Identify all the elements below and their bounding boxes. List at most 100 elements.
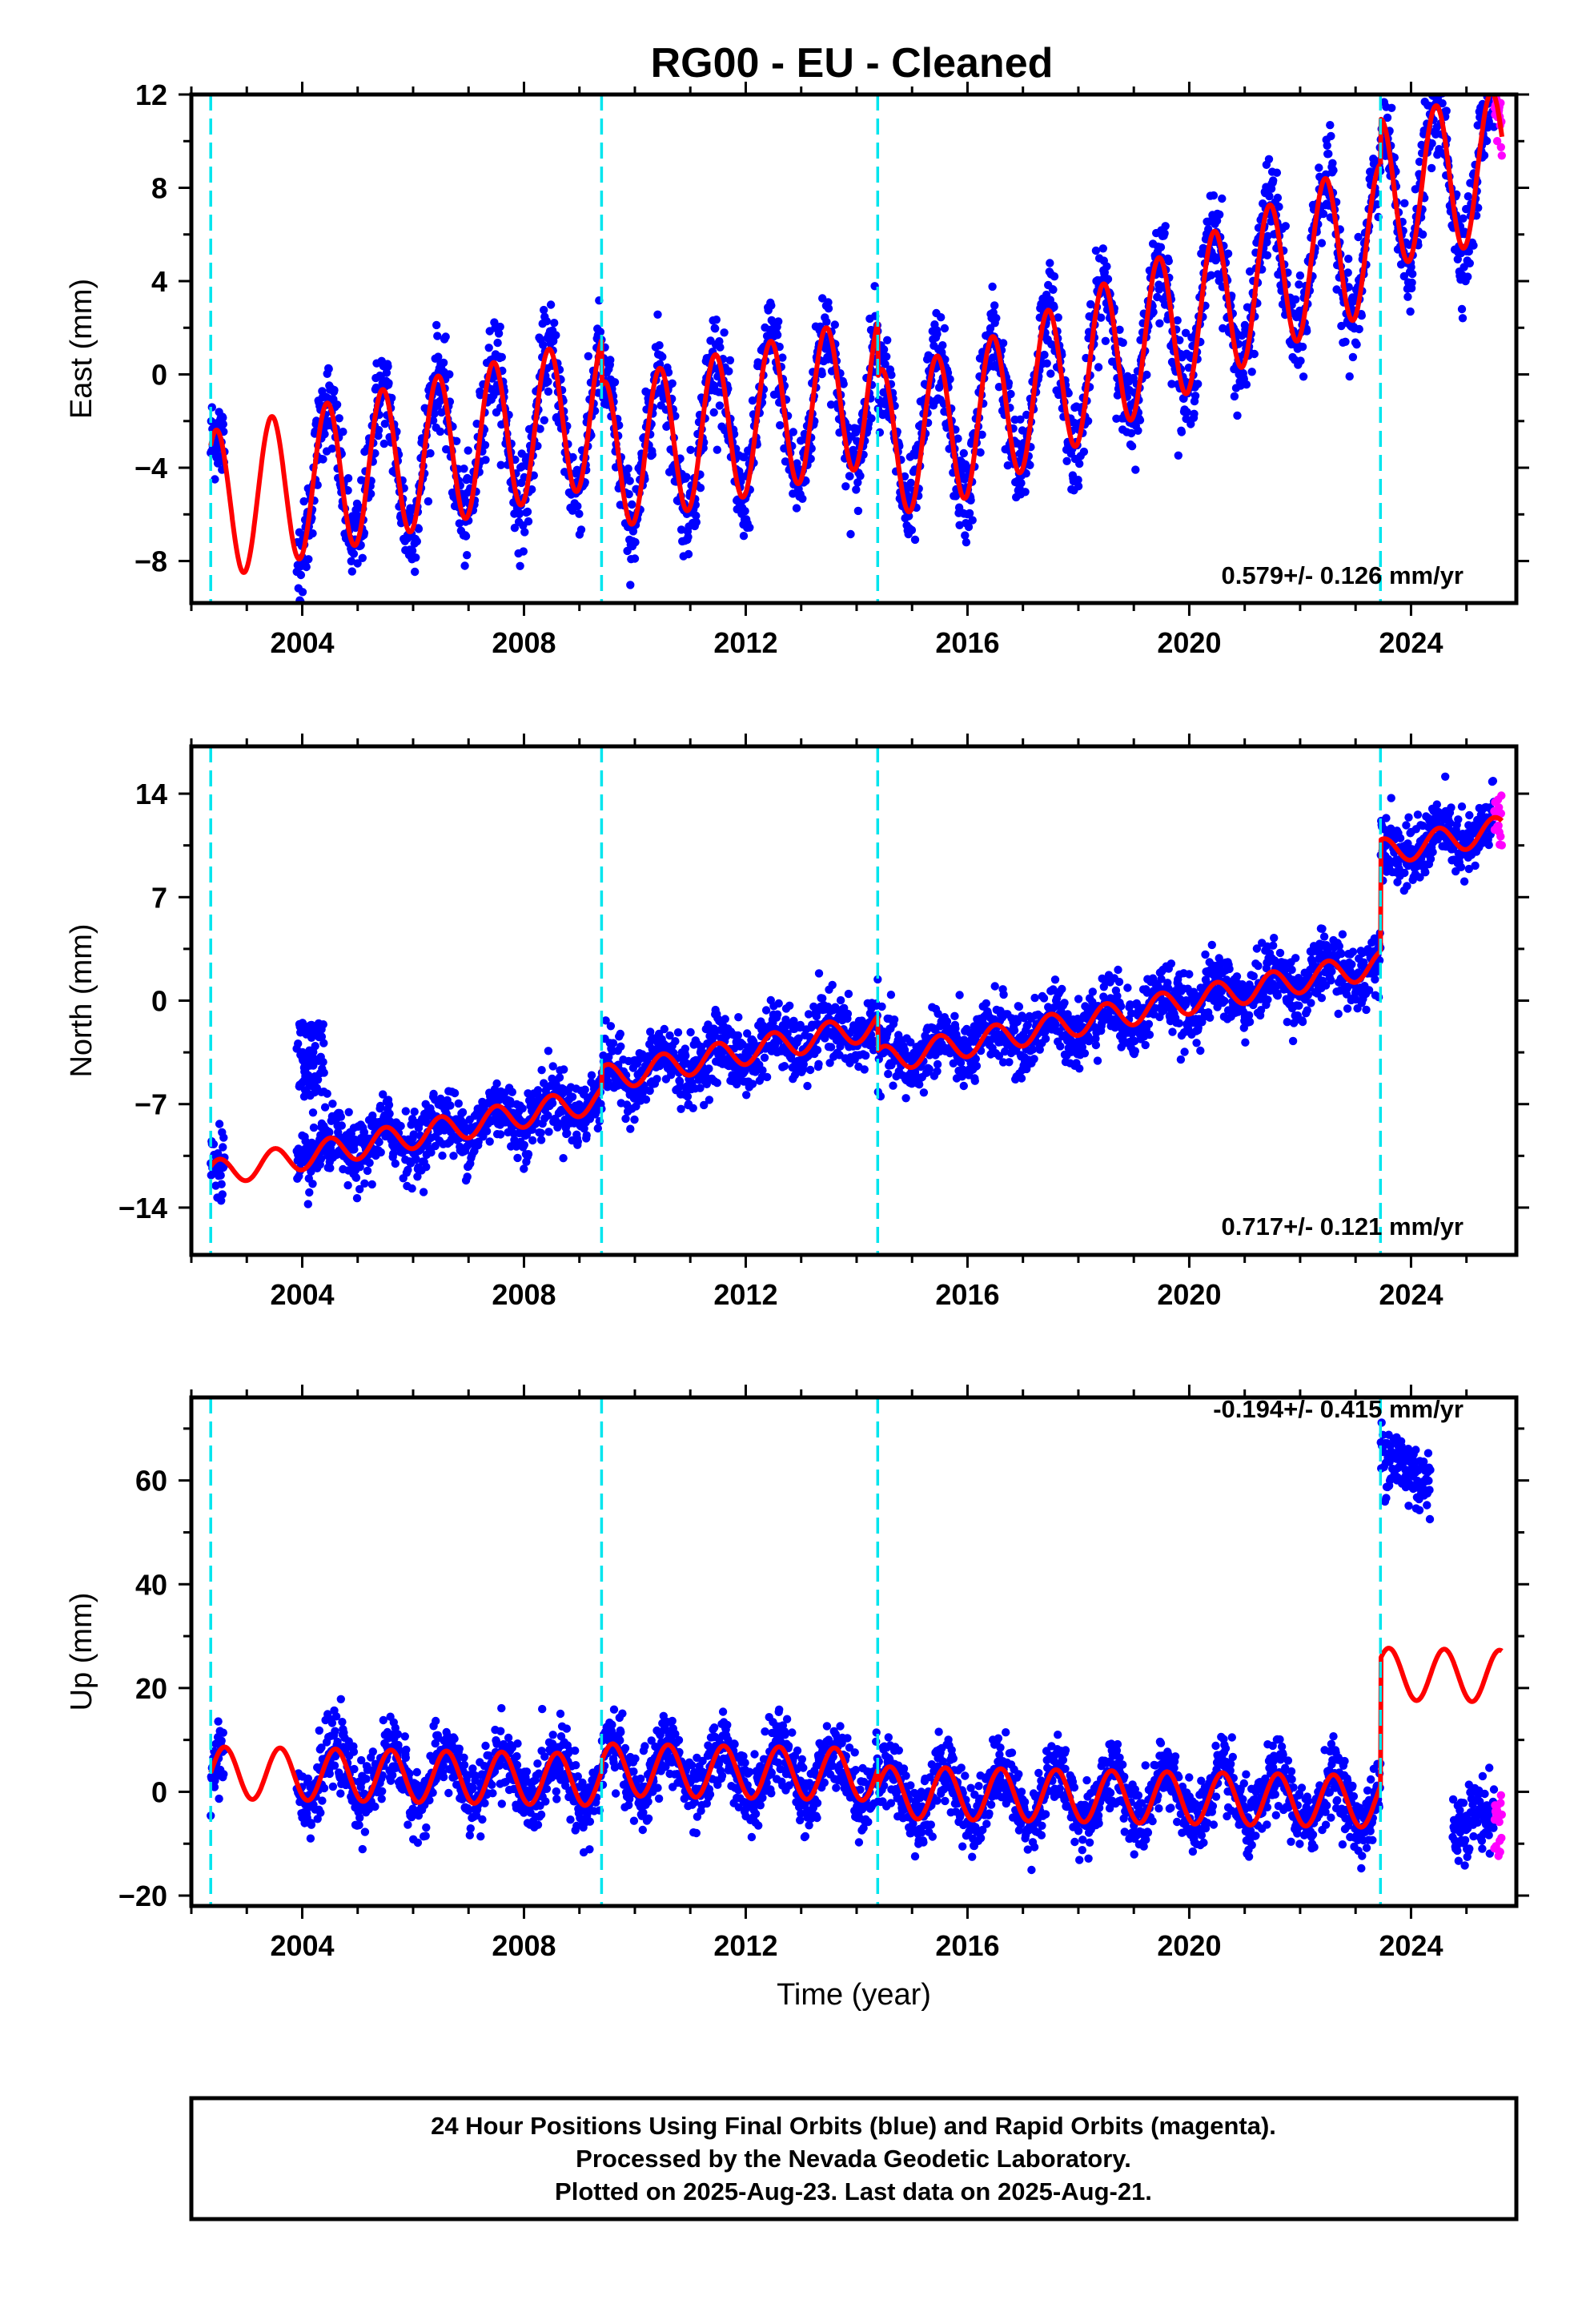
final-orbit-point — [696, 484, 705, 493]
y-axis-title: East (mm) — [65, 279, 98, 419]
final-orbit-point — [1303, 327, 1311, 336]
final-orbit-point — [773, 1010, 782, 1019]
final-orbit-point — [596, 328, 605, 336]
final-orbit-point — [664, 368, 673, 377]
final-orbit-point — [1215, 210, 1224, 219]
final-orbit-point — [522, 452, 532, 461]
final-orbit-point — [313, 480, 322, 489]
final-orbit-point — [905, 512, 913, 521]
final-orbit-point — [584, 352, 592, 360]
final-orbit-point — [1328, 159, 1337, 167]
final-orbit-point — [950, 1011, 959, 1021]
x-tick-label: 2012 — [713, 626, 777, 659]
final-orbit-point — [580, 1085, 589, 1094]
final-orbit-point — [544, 1047, 553, 1055]
final-orbit-point — [606, 356, 615, 364]
final-orbit-point — [304, 555, 313, 564]
final-orbit-point — [725, 367, 733, 376]
final-orbit-point — [515, 509, 524, 518]
final-orbit-point — [438, 1151, 447, 1160]
final-orbit-point — [780, 1062, 789, 1071]
final-orbit-point — [1131, 465, 1140, 474]
final-orbit-point — [336, 1112, 345, 1121]
final-orbit-point — [734, 1013, 743, 1022]
final-orbit-point — [305, 1188, 314, 1197]
final-orbit-point — [733, 1031, 742, 1040]
final-orbit-point — [343, 1180, 352, 1190]
final-orbit-point — [1074, 476, 1082, 485]
final-orbit-point — [302, 562, 311, 572]
final-orbit-point — [1204, 225, 1213, 234]
final-orbit-point — [1431, 66, 1439, 74]
final-orbit-point — [332, 400, 342, 409]
final-orbit-point — [1006, 389, 1015, 399]
final-orbit-point — [481, 456, 490, 464]
final-orbit-point — [320, 1103, 330, 1112]
final-orbit-point — [367, 1180, 376, 1189]
final-orbit-point — [1465, 259, 1475, 267]
final-orbit-point — [628, 500, 636, 509]
final-orbit-point — [1407, 263, 1415, 271]
final-orbit-point — [856, 472, 865, 480]
final-orbit-point — [884, 1069, 893, 1079]
final-orbit-point — [1378, 46, 1386, 54]
final-orbit-point — [1101, 336, 1110, 345]
final-orbit-point — [951, 492, 961, 501]
final-orbit-point — [1050, 272, 1059, 281]
final-orbit-point — [824, 298, 833, 307]
final-orbit-point — [1298, 342, 1307, 352]
final-orbit-point — [454, 1099, 463, 1108]
final-orbit-point — [496, 322, 504, 332]
final-orbit-point — [294, 616, 302, 624]
final-orbit-point — [1315, 163, 1323, 172]
final-orbit-point — [344, 1108, 353, 1117]
final-orbit-point — [1427, 163, 1436, 173]
final-orbit-point — [401, 1107, 410, 1116]
final-orbit-point — [1281, 222, 1291, 231]
final-orbit-point — [1264, 155, 1274, 163]
final-orbit-point — [568, 1092, 577, 1101]
final-orbit-point — [1242, 380, 1251, 389]
final-orbit-point — [1400, 199, 1409, 207]
final-orbit-point — [817, 369, 826, 379]
final-orbit-point — [299, 497, 308, 506]
final-orbit-point — [711, 324, 720, 333]
final-orbit-point — [1272, 168, 1282, 177]
y-tick-label: 12 — [135, 78, 167, 111]
final-orbit-point — [460, 561, 469, 570]
final-orbit-point — [352, 1194, 362, 1203]
final-orbit-point — [778, 353, 787, 362]
final-orbit-point — [938, 341, 947, 350]
final-orbit-point — [1026, 460, 1034, 469]
final-orbit-point — [408, 546, 417, 555]
final-orbit-point — [673, 1028, 683, 1037]
final-orbit-point — [1344, 255, 1353, 263]
final-orbit-point — [684, 549, 693, 559]
final-orbit-point — [308, 529, 317, 538]
final-orbit-point — [901, 1094, 910, 1103]
final-orbit-point — [410, 1108, 419, 1116]
final-orbit-point — [641, 1095, 651, 1104]
final-orbit-point — [849, 445, 857, 455]
final-orbit-point — [219, 420, 227, 428]
final-orbit-point — [1030, 1055, 1038, 1063]
final-orbit-point — [1062, 456, 1071, 465]
final-orbit-point — [1186, 420, 1195, 428]
final-orbit-point — [1010, 1026, 1019, 1035]
final-orbit-point — [682, 472, 691, 481]
final-orbit-point — [776, 420, 785, 430]
x-tick-label: 2008 — [492, 626, 556, 659]
rapid-orbit-point — [1496, 143, 1506, 151]
final-orbit-point — [965, 509, 974, 518]
final-orbit-point — [308, 1108, 318, 1117]
final-orbit-point — [1040, 350, 1049, 360]
final-orbit-point — [460, 464, 468, 473]
final-orbit-point — [555, 1073, 564, 1082]
final-orbit-point — [1054, 313, 1062, 322]
final-orbit-point — [1352, 340, 1361, 349]
final-orbit-point — [335, 414, 343, 423]
final-orbit-point — [906, 478, 916, 488]
final-orbit-point — [1046, 259, 1054, 267]
final-orbit-point — [1348, 352, 1358, 362]
final-orbit-point — [1430, 42, 1438, 50]
